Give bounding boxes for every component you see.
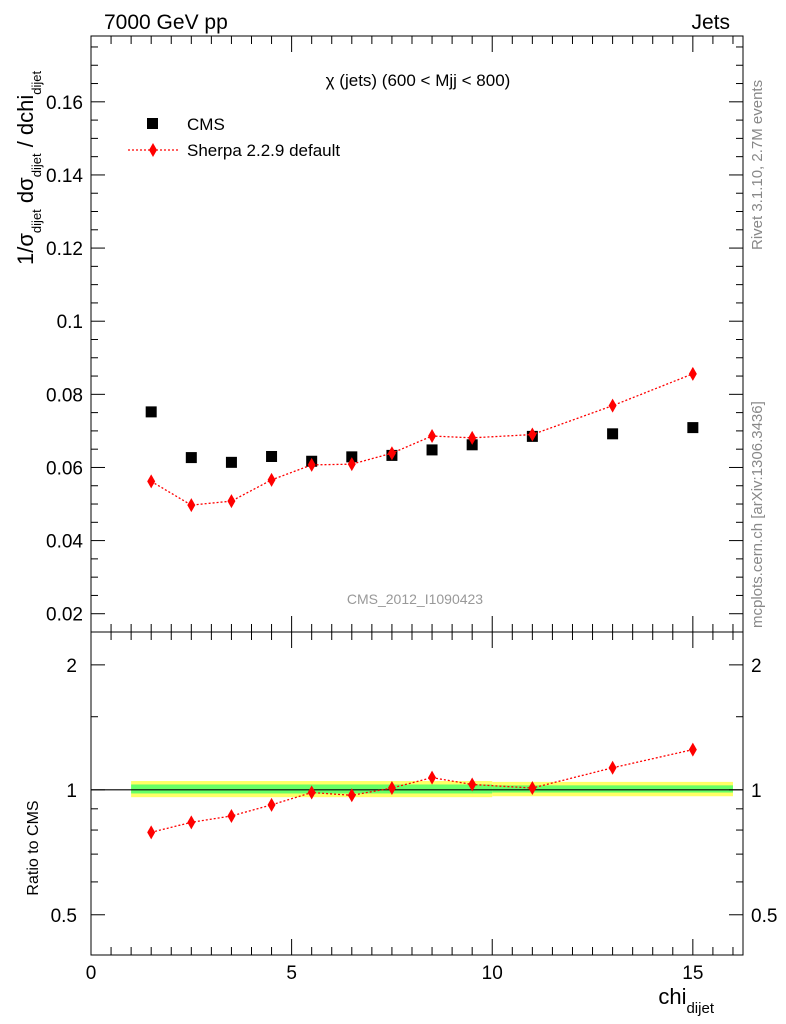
sherpa-point bbox=[267, 472, 276, 487]
rivet-label: Rivet 3.1.10, 2.7M events bbox=[749, 80, 766, 250]
main-y-tick-label: 0.12 bbox=[46, 239, 83, 260]
main-y-tick-label: 0.08 bbox=[46, 385, 83, 406]
sherpa-point bbox=[227, 494, 236, 509]
main-y-axis-label: 1/σdijet dσdijet / dchidijet bbox=[13, 70, 44, 265]
sherpa-point bbox=[528, 427, 537, 442]
ratio-frame bbox=[90, 631, 744, 956]
main-series bbox=[145, 366, 699, 513]
sherpa-line bbox=[150, 373, 694, 506]
cms-point bbox=[266, 450, 278, 462]
watermark: CMS_2012_I1090423 bbox=[347, 591, 483, 607]
main-y-tick-label: 0.02 bbox=[46, 605, 83, 626]
ratio-y-tick-label-right: 0.5 bbox=[751, 906, 777, 927]
ratio-sherpa-point bbox=[387, 781, 396, 796]
ratio-sherpa-point bbox=[267, 797, 276, 812]
ratio-sherpa-point bbox=[428, 770, 437, 785]
main-title: χ (jets) (600 < Mjj < 800) bbox=[326, 71, 511, 90]
cms-point bbox=[346, 451, 358, 463]
ratio-sherpa-point bbox=[307, 785, 316, 800]
ratio-sherpa-point bbox=[688, 742, 697, 757]
sherpa-point bbox=[147, 474, 156, 489]
main-ticks bbox=[90, 36, 743, 633]
legend-cms-marker bbox=[147, 118, 158, 129]
sherpa-point bbox=[468, 430, 477, 445]
sherpa-point bbox=[307, 457, 316, 472]
cms-point bbox=[607, 428, 619, 440]
ratio-y-tick-label: 0.5 bbox=[51, 906, 77, 927]
main-panel: 0.02 0.04 0.06 0.08 0.1 0.12 0.14 0.16 χ (jets)… bbox=[13, 35, 744, 633]
x-axis-label: chidijet bbox=[658, 984, 714, 1017]
ratio-y-tick-label: 2 bbox=[66, 656, 77, 677]
ratio-series bbox=[147, 742, 697, 840]
sherpa-point bbox=[387, 446, 396, 461]
ratio-sherpa-point bbox=[468, 777, 477, 792]
cms-point bbox=[225, 456, 237, 468]
header-left: 7000 GeV pp bbox=[104, 11, 228, 34]
ratio-sherpa-point bbox=[347, 788, 356, 803]
ratio-sherpa-point bbox=[147, 825, 156, 840]
sherpa-point bbox=[347, 457, 356, 472]
sherpa-point bbox=[187, 498, 196, 513]
ratio-y-tick-label-right: 1 bbox=[751, 781, 762, 802]
ratio-sherpa-point bbox=[227, 808, 236, 823]
x-tick-label: 10 bbox=[482, 963, 503, 984]
ratio-sherpa-point bbox=[187, 815, 196, 830]
ratio-panel: 0.5 0.5 1 1 2 2 0 5 10 15 Ratio to CMS chidijet bbox=[25, 631, 778, 1017]
cms-point bbox=[185, 452, 197, 464]
ratio-sherpa-point bbox=[608, 760, 617, 775]
cms-point bbox=[687, 422, 699, 434]
main-y-tick-label: 0.1 bbox=[57, 312, 83, 333]
legend-cms-label: CMS bbox=[187, 115, 225, 134]
ratio-y-tick-label: 1 bbox=[66, 781, 77, 802]
ratio-sherpa-point bbox=[528, 781, 537, 796]
cms-point bbox=[426, 444, 438, 456]
sherpa-point bbox=[688, 366, 697, 381]
mcplots-label: mcplots.cern.ch [arXiv:1306.3436] bbox=[749, 401, 766, 628]
sherpa-point bbox=[608, 398, 617, 413]
main-y-tick-label: 0.06 bbox=[46, 458, 83, 479]
cms-point bbox=[145, 406, 157, 418]
legend-sherpa-label: Sherpa 2.2.9 default bbox=[187, 141, 340, 160]
main-y-tick-label: 0.16 bbox=[46, 93, 83, 114]
ratio-band-inner bbox=[492, 785, 733, 793]
main-y-tick-labels: 0.02 0.04 0.06 0.08 0.1 0.12 0.14 0.16 bbox=[46, 93, 83, 626]
main-y-tick-label: 0.14 bbox=[46, 166, 83, 187]
sherpa-point bbox=[428, 429, 437, 444]
x-tick-label: 15 bbox=[682, 963, 703, 984]
main-y-tick-label: 0.04 bbox=[46, 532, 83, 553]
legend-sherpa-marker bbox=[149, 143, 157, 157]
header-right: Jets bbox=[691, 11, 730, 34]
legend: CMS Sherpa 2.2.9 default bbox=[128, 115, 340, 160]
ratio-y-tick-label-right: 2 bbox=[751, 656, 762, 677]
ratio-y-tick-labels: 0.5 0.5 1 1 2 2 bbox=[51, 656, 778, 927]
ratio-x-tick-labels: 0 5 10 15 bbox=[86, 963, 704, 984]
x-tick-label: 0 bbox=[86, 963, 97, 984]
x-tick-label: 5 bbox=[286, 963, 297, 984]
ratio-y-axis-label: Ratio to CMS bbox=[25, 800, 42, 895]
